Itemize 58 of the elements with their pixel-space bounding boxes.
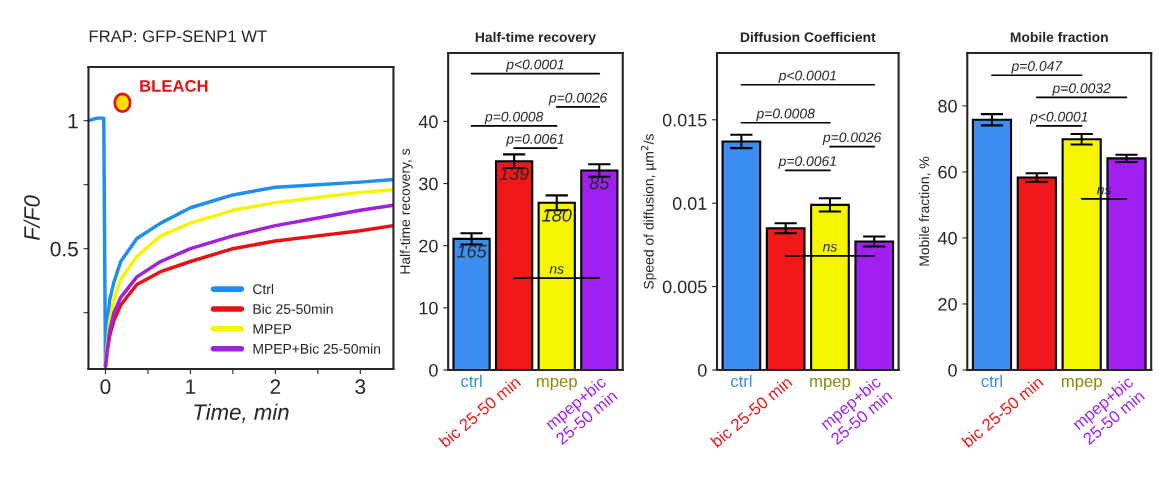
y-tick-label: 80 — [938, 99, 957, 113]
annotation: 180 — [542, 208, 572, 222]
x-tick-label: ctrl — [730, 374, 752, 388]
annotation: BLEACH — [140, 80, 208, 92]
annotation: p<0.0001 — [505, 59, 564, 73]
legend-label: MPEP+Bic 25-50min — [253, 343, 381, 354]
y-tick-label: 0 — [697, 363, 707, 377]
y-tick-label: 20 — [419, 239, 438, 253]
x-tick-label: ctrl — [981, 374, 1002, 388]
chart-title: Mobile fraction — [1010, 31, 1108, 43]
x-axis-title: Time, min — [194, 403, 289, 423]
annotation: p=0.047 — [1011, 61, 1063, 74]
annotation: 139 — [499, 167, 529, 180]
y-axis-title: Mobile fraction, % — [918, 156, 931, 266]
annotation: p=0.0026 — [822, 132, 882, 145]
y-tick-label: 0.01 — [672, 197, 707, 210]
y-tick-label: 0.005 — [662, 280, 707, 294]
annotation: p=0.0008 — [756, 108, 815, 122]
bar — [971, 118, 1013, 370]
annotation: p<0.0001 — [1029, 111, 1088, 125]
x-tick-label: 2 — [270, 379, 281, 394]
bar — [1016, 176, 1057, 370]
annotation: p=0.0026 — [548, 92, 608, 106]
bar — [452, 237, 491, 370]
x-tick-label: ctrl — [461, 374, 482, 388]
legend-label: Ctrl — [253, 283, 274, 295]
y-tick-label: 0.015 — [662, 113, 707, 127]
x-tick-label: 0 — [100, 379, 111, 395]
chart-title: Half-time recovery — [475, 31, 596, 45]
y-tick-label: 40 — [937, 231, 957, 245]
annotation: ns — [1096, 186, 1112, 195]
y-tick-label: 0 — [429, 363, 438, 377]
chart-title: FRAP: GFP-SENP1 WT — [89, 30, 267, 43]
annotation: p=0.0032 — [1052, 83, 1111, 96]
x-tick-label: 3 — [355, 379, 366, 395]
x-tick-label: 1 — [186, 379, 196, 394]
y-axis-title: Speed of diffusion, µm$^{2}$/s — [641, 134, 657, 289]
y-tick-label: 60 — [938, 165, 957, 179]
annotation: ns — [549, 266, 564, 274]
bar — [721, 140, 762, 370]
annotation: ns — [822, 243, 838, 252]
annotation: p<0.0001 — [778, 70, 836, 84]
y-tick-label: 40 — [418, 115, 438, 129]
y-tick-label: 0.5 — [50, 241, 78, 257]
y-tick-label: 20 — [938, 297, 957, 311]
y-tick-label: 0 — [948, 363, 957, 377]
annotation: 165 — [456, 244, 487, 258]
legend-label: Bic 25-50min — [253, 303, 333, 314]
annotation: p=0.0008 — [484, 111, 544, 125]
annotation: p=0.0061 — [778, 156, 836, 169]
legend-label: MPEP — [253, 324, 292, 334]
y-axis-title: F/F0 — [23, 195, 40, 241]
y-axis-title: Half-time recovery, s — [399, 148, 413, 274]
chart-title: Diffusion Coefficient — [740, 31, 876, 43]
annotation: 85 — [589, 176, 610, 190]
y-tick-label: 30 — [419, 177, 438, 191]
annotation: p=0.0061 — [505, 133, 564, 147]
y-tick-label: 10 — [419, 301, 438, 315]
